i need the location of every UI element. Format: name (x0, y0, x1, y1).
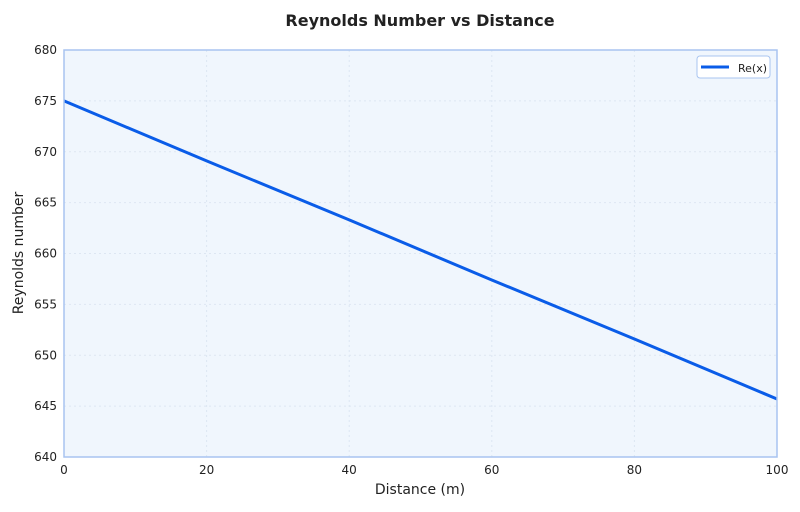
x-axis-label: Distance (m) (375, 482, 465, 498)
x-tick-label: 0 (60, 463, 68, 477)
x-tick-label: 100 (766, 463, 789, 477)
legend-box (696, 55, 771, 79)
legend-label: Re(x) (738, 62, 767, 75)
plot-frame (63, 49, 778, 458)
x-tick-label: 60 (484, 463, 499, 477)
ticks: 0 20 40 60 80 100 640 645 650 655 660 665 670 675 680 (34, 43, 788, 477)
y-tick-label: 645 (34, 399, 57, 413)
y-tick-label: 680 (34, 43, 57, 57)
series-lines (63, 99, 778, 401)
y-tick-label: 665 (34, 196, 57, 210)
chart-title: Reynolds Number vs Distance (285, 11, 554, 30)
x-tick-label: 80 (627, 463, 642, 477)
x-tick-label: 20 (199, 463, 214, 477)
y-tick-label: 670 (34, 145, 57, 159)
legend: Re(x) (696, 55, 771, 79)
series-line-re (63, 99, 778, 401)
x-tick-label: 40 (342, 463, 357, 477)
y-tick-label: 655 (34, 297, 57, 311)
y-tick-label: 640 (34, 450, 57, 464)
y-axis-label: Reynolds number (11, 191, 27, 314)
y-tick-label: 650 (34, 348, 57, 362)
y-tick-label: 660 (34, 247, 57, 261)
y-tick-label: 675 (34, 94, 57, 108)
